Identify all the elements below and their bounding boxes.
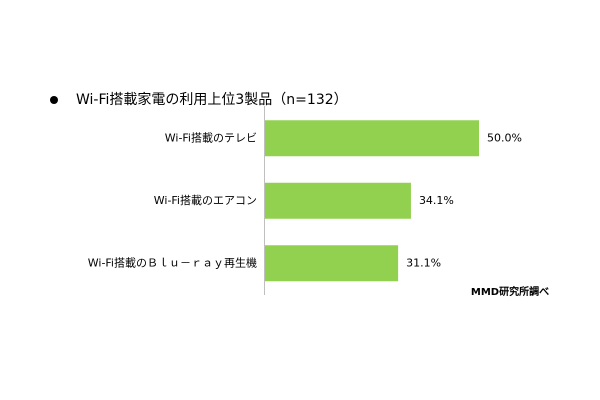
data-label: 31.1% <box>406 256 441 269</box>
y-tick-label: Wi-Fi搭載のＢｌｕ－ｒａｙ再生機 <box>88 255 257 269</box>
chart-title: Wi-Fi搭載家電の利用上位3製品（n=132） <box>76 91 348 108</box>
title-bullet <box>50 96 58 104</box>
y-tick-label: Wi-Fi搭載のテレビ <box>165 131 257 144</box>
data-label: 34.1% <box>419 194 454 207</box>
y-tick-label: Wi-Fi搭載のエアコン <box>154 194 257 207</box>
source-note: MMD研究所調べ <box>471 285 549 298</box>
bar <box>265 120 479 157</box>
bar <box>265 245 399 282</box>
bar <box>265 182 411 219</box>
data-label: 50.0% <box>487 131 522 144</box>
